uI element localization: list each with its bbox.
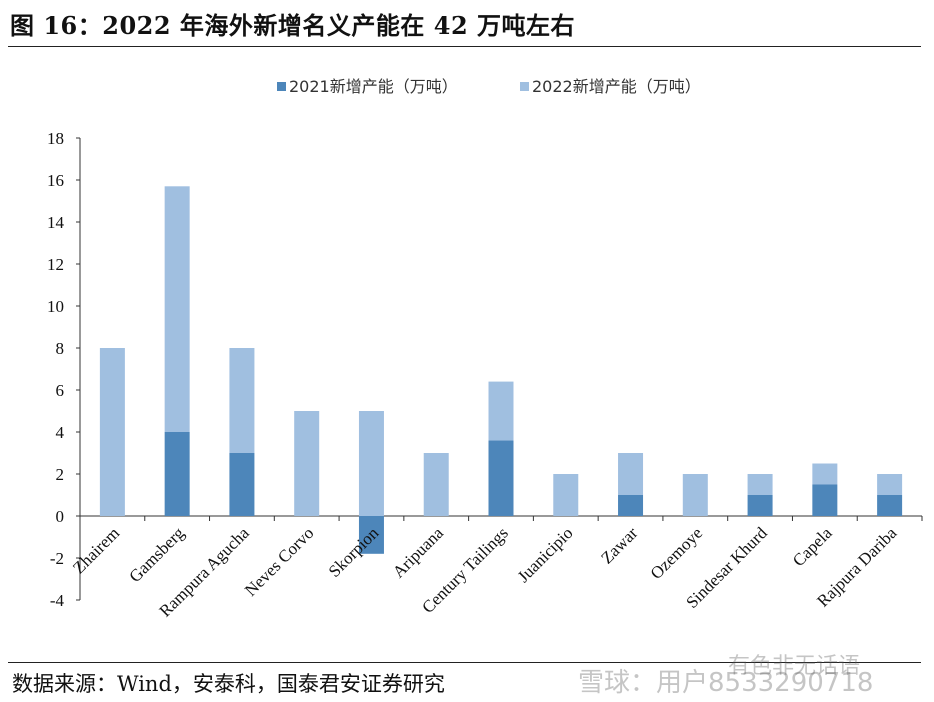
source-note: 数据来源：Wind，安泰科，国泰君安证券研究 (12, 672, 445, 696)
watermark: 有色非无话语 雪球：用户8533290718 (578, 650, 928, 700)
watermark-line-2: 雪球：用户8533290718 (578, 668, 874, 698)
bar-2022 (877, 474, 903, 495)
y-tick-label: 10 (47, 297, 64, 316)
bar-2022 (358, 411, 384, 516)
x-tick-label: Ozemoye (647, 523, 706, 582)
bar-2022 (423, 453, 449, 516)
bar-2022 (99, 348, 125, 516)
y-tick-label: 2 (56, 465, 65, 484)
legend-label-2: 2022新增产能（万吨） (532, 77, 701, 96)
x-tick-label: Zawar (597, 523, 641, 567)
axes: -4 -2 0 2 4 6 8 10 12 14 16 18 (47, 129, 923, 610)
bar-2022 (488, 381, 514, 441)
bar-2021 (618, 495, 644, 516)
x-tick-label: Zhairem (69, 523, 123, 577)
y-tick-label: -2 (50, 549, 64, 568)
bar-2022 (229, 348, 255, 453)
bar-2021 (488, 440, 514, 516)
bar-2022 (553, 474, 579, 516)
bar-2021 (877, 495, 903, 516)
bar-2022 (164, 186, 190, 432)
bar-2021 (229, 453, 255, 516)
title-rule (8, 46, 921, 47)
x-tick-label: Neves Corvo (241, 523, 318, 600)
y-tick-label: -4 (50, 591, 65, 610)
bar-2022 (812, 463, 838, 485)
x-tick-label: Capela (789, 523, 836, 570)
y-tick-label: 4 (56, 423, 65, 442)
y-tick-label: 0 (56, 507, 65, 526)
y-tick-label: 12 (47, 255, 64, 274)
watermark-line-1: 有色非无话语 (728, 654, 861, 679)
legend: 2021新增产能（万吨） 2022新增产能（万吨） (277, 77, 701, 96)
bars (99, 186, 903, 554)
y-tick-label: 18 (47, 129, 64, 148)
legend-label-1: 2021新增产能（万吨） (289, 77, 458, 96)
bar-2021 (358, 516, 384, 554)
bar-2022 (682, 474, 708, 516)
x-tick-label: Aripuana (389, 523, 447, 581)
legend-swatch-1 (277, 82, 286, 91)
x-tick-label: Juanicipio (514, 523, 577, 586)
figure-title: 图 16：2022 年海外新增名义产能在 42 万吨左右 (10, 11, 576, 40)
bar-2021 (812, 484, 838, 516)
bar-2021 (747, 495, 773, 516)
x-tick-label: Gamsberg (125, 523, 188, 586)
y-tick-label: 6 (56, 381, 65, 400)
legend-swatch-2 (520, 82, 529, 91)
bar-2021 (164, 432, 190, 516)
y-tick-label: 8 (56, 339, 65, 358)
y-tick-label: 14 (47, 213, 65, 232)
bar-2022 (618, 453, 644, 495)
stacked-bar-chart: 2021新增产能（万吨） 2022新增产能（万吨） -4 -2 0 2 4 6 8 10 12 14… (47, 77, 923, 621)
bar-2022 (747, 474, 773, 495)
bar-2022 (294, 411, 320, 516)
y-tick-label: 16 (47, 171, 64, 190)
footer-rule (8, 662, 921, 663)
